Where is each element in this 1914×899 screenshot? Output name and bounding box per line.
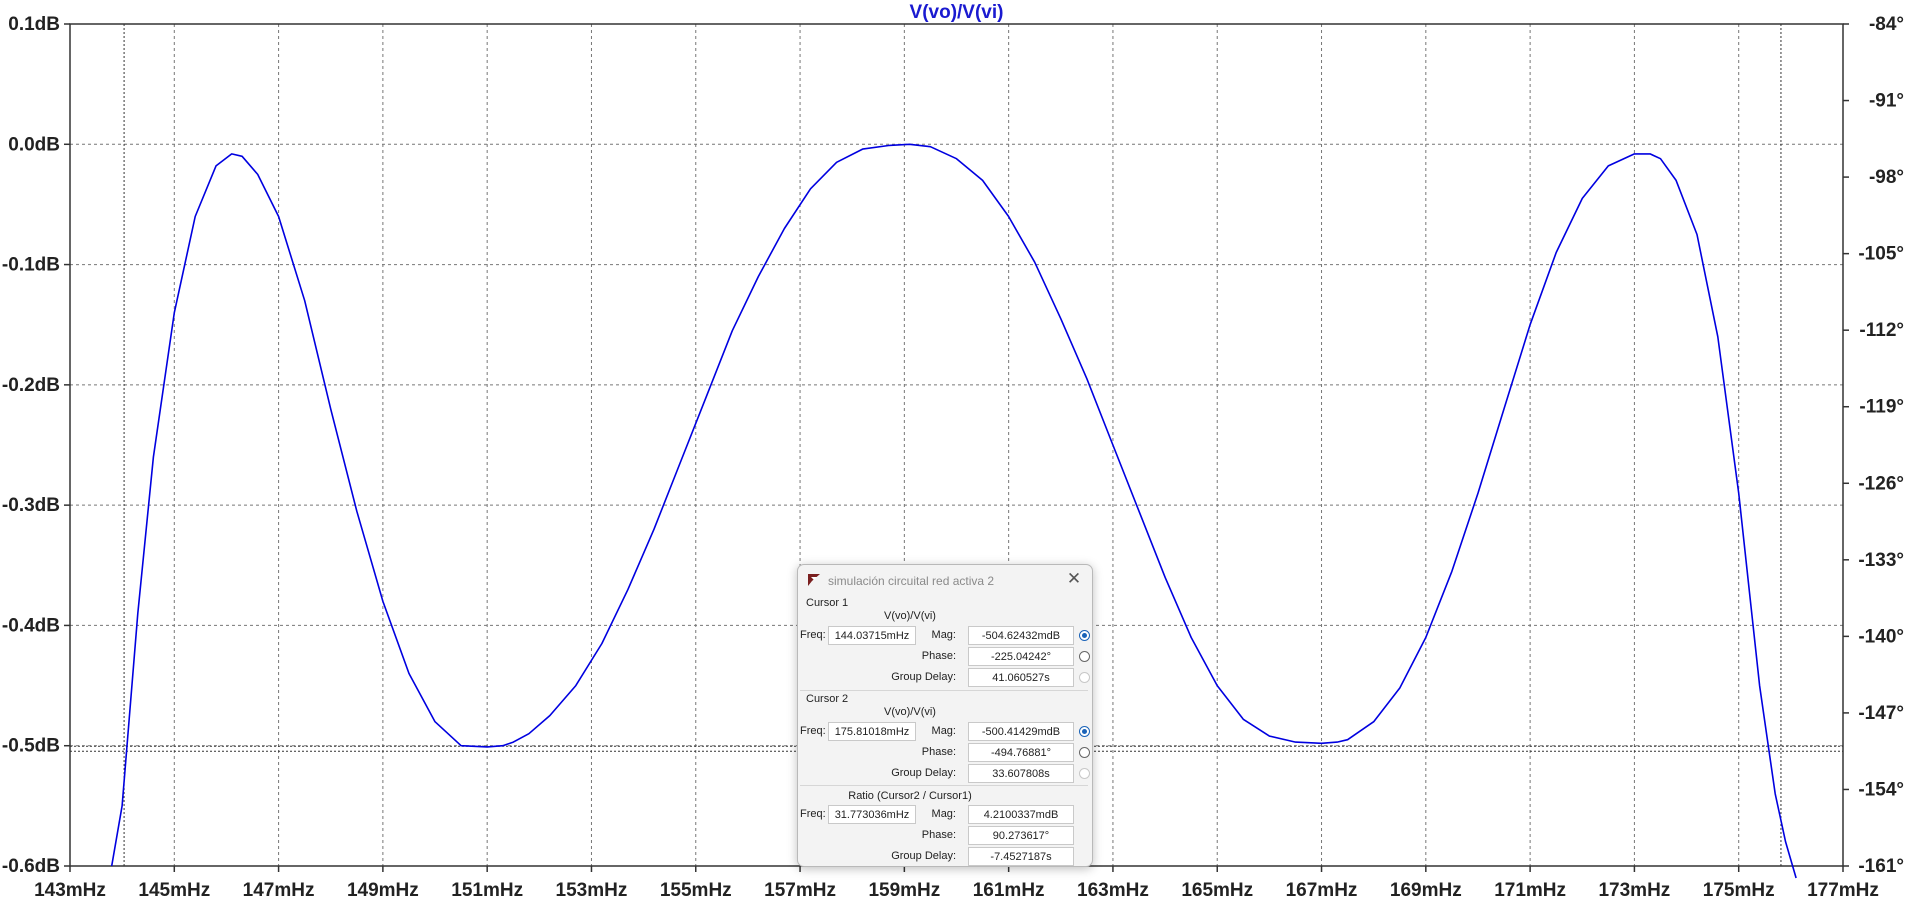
cursor2-phase-radio[interactable] xyxy=(1079,747,1090,758)
series-line-vo-vi xyxy=(110,143,1797,879)
cursor2-freq-field[interactable]: 175.81018mHz xyxy=(828,722,916,741)
y-tick-label: -0.6dB xyxy=(2,856,60,877)
close-button[interactable]: ✕ xyxy=(1066,569,1082,588)
phase-tick-label: -91° xyxy=(1869,91,1904,112)
cursor2-group-delay-radio[interactable] xyxy=(1079,768,1090,779)
cursor1-group-delay-radio[interactable] xyxy=(1079,672,1090,683)
ratio-group-delay-field[interactable]: -7.4527187s xyxy=(968,847,1074,866)
phase-tick-label: -154° xyxy=(1858,779,1904,800)
cursor2-freq-label: Freq: xyxy=(800,725,826,737)
y-tick-label: 0.0dB xyxy=(8,134,60,155)
x-tick-label: 161mHz xyxy=(973,880,1045,899)
phase-tick-label: -126° xyxy=(1858,473,1904,494)
cursor2-mag-radio[interactable] xyxy=(1079,726,1090,737)
x-tick-label: 143mHz xyxy=(34,880,106,899)
y-tick-label: -0.3dB xyxy=(2,495,60,516)
cursor1-phase-label: Phase: xyxy=(921,650,956,662)
cursor1-mag-radio[interactable] xyxy=(1079,630,1090,641)
series-layer xyxy=(110,143,1797,879)
phase-tick-label: -105° xyxy=(1858,244,1904,265)
x-tick-label: 167mHz xyxy=(1286,880,1358,899)
cursor2-group: Cursor 2 V(vo)/V(vi) Freq: 175.81018mHz … xyxy=(800,690,1090,786)
x-tick-label: 173mHz xyxy=(1598,880,1670,899)
x-tick-label: 169mHz xyxy=(1390,880,1462,899)
x-tick-label: 159mHz xyxy=(868,880,940,899)
grid-lines xyxy=(70,24,1843,866)
x-axis-labels: 143mHz 145mHz 147mHz 149mHz 151mHz 153mHz 155m… xyxy=(34,866,1879,899)
x-tick-label: 149mHz xyxy=(347,880,419,899)
x-tick-label: 153mHz xyxy=(556,880,628,899)
ratio-phase-field[interactable]: 90.273617° xyxy=(968,826,1074,845)
x-tick-label: 145mHz xyxy=(138,880,210,899)
cursor1-phase-field[interactable]: -225.04242° xyxy=(968,647,1074,666)
phase-tick-label: -161° xyxy=(1858,856,1904,877)
x-tick-label: 177mHz xyxy=(1807,880,1879,899)
y-tick-label: -0.5dB xyxy=(2,736,60,757)
cursor2-signal: V(vo)/V(vi) xyxy=(884,706,936,718)
ratio-group-delay-label: Group Delay: xyxy=(891,850,956,862)
chart-title[interactable]: V(vo)/V(vi) xyxy=(910,2,1004,23)
cursor1-mag-label: Mag: xyxy=(931,629,956,641)
x-tick-label: 163mHz xyxy=(1077,880,1149,899)
phase-tick-label: -84° xyxy=(1869,14,1904,35)
ratio-mag-label: Mag: xyxy=(931,808,956,820)
phase-tick-label: -140° xyxy=(1858,626,1904,647)
x-tick-label: 147mHz xyxy=(243,880,315,899)
y-axis-labels: 0.1dB 0.0dB -0.1dB -0.2dB -0.3dB -0.4dB -0.5dB… xyxy=(2,14,70,877)
cursor-readout-dialog[interactable]: simulación circuital red activa 2 ✕ Curs… xyxy=(797,564,1093,867)
cursor2-label: Cursor 2 xyxy=(806,693,849,705)
phase-tick-label: -98° xyxy=(1869,167,1904,188)
cursor1-signal: V(vo)/V(vi) xyxy=(884,610,936,622)
cursor1-freq-field[interactable]: 144.03715mHz xyxy=(828,626,916,645)
ratio-freq-label: Freq: xyxy=(800,808,826,820)
cursor1-mag-field[interactable]: -504.62432mdB xyxy=(968,626,1074,645)
x-tick-label: 151mHz xyxy=(451,880,523,899)
cursor2-group-delay-field[interactable]: 33.607808s xyxy=(968,764,1074,783)
dialog-titlebar[interactable]: simulación circuital red activa 2 ✕ xyxy=(798,565,1092,595)
ratio-group: Ratio (Cursor2 / Cursor1) Freq: 31.77303… xyxy=(800,785,1088,866)
cursor1-group-delay-field[interactable]: 41.060527s xyxy=(968,668,1074,687)
cursor1-phase-radio[interactable] xyxy=(1079,651,1090,662)
cursor1-label: Cursor 1 xyxy=(806,597,849,609)
cursor-lines[interactable] xyxy=(70,24,1843,866)
cursor2-group-delay-label: Group Delay: xyxy=(891,767,956,779)
y-tick-label: -0.2dB xyxy=(2,375,60,396)
cursor2-mag-field[interactable]: -500.41429mdB xyxy=(968,722,1074,741)
ratio-phase-label: Phase: xyxy=(921,829,956,841)
phase-tick-label: -112° xyxy=(1859,320,1904,341)
cursor2-mag-label: Mag: xyxy=(931,725,956,737)
y-tick-label: -0.1dB xyxy=(2,255,60,276)
phase-tick-label: -133° xyxy=(1858,550,1904,571)
ltspice-app-icon xyxy=(808,574,820,586)
cursor2-phase-field[interactable]: -494.76881° xyxy=(968,743,1074,762)
cursor1-freq-label: Freq: xyxy=(800,629,826,641)
x-tick-label: 155mHz xyxy=(660,880,732,899)
phase-axis-labels: -84° -91° -98° -105° -112° -119° -126° -133° -14… xyxy=(1843,14,1904,877)
y-tick-label: -0.4dB xyxy=(2,615,60,636)
x-tick-label: 165mHz xyxy=(1181,880,1253,899)
x-tick-label: 175mHz xyxy=(1703,880,1775,899)
cursor1-group-delay-label: Group Delay: xyxy=(891,671,956,683)
phase-tick-label: -147° xyxy=(1858,703,1904,724)
x-tick-label: 157mHz xyxy=(764,880,836,899)
cursor2-phase-label: Phase: xyxy=(921,746,956,758)
dialog-title: simulación circuital red activa 2 xyxy=(828,574,995,588)
phase-tick-label: -119° xyxy=(1859,397,1904,418)
cursor1-group: Cursor 1 V(vo)/V(vi) Freq: 144.03715mHz … xyxy=(800,595,1090,690)
ratio-freq-field[interactable]: 31.773036mHz xyxy=(828,805,916,824)
ratio-label: Ratio (Cursor2 / Cursor1) xyxy=(848,790,972,802)
ratio-mag-field[interactable]: 4.2100337mdB xyxy=(968,805,1074,824)
y-tick-label: 0.1dB xyxy=(8,14,60,35)
x-tick-label: 171mHz xyxy=(1494,880,1566,899)
